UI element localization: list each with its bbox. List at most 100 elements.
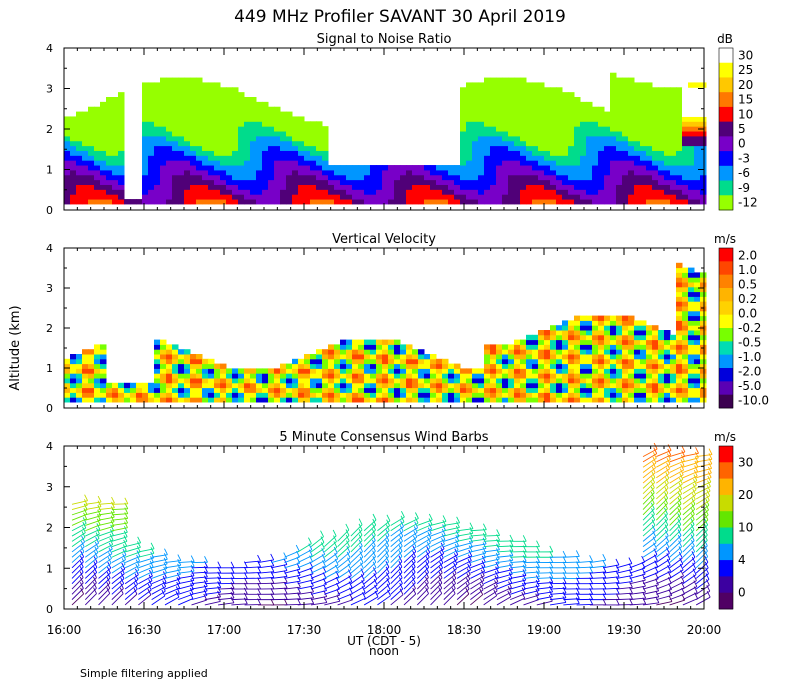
field-cell (466, 160, 473, 166)
field-cell (700, 199, 707, 205)
field-cell (664, 87, 671, 93)
field-cell (88, 363, 95, 369)
field-cell (76, 140, 83, 147)
field-cell (118, 194, 125, 200)
field-cell (568, 131, 575, 137)
field-cell (76, 373, 83, 379)
field-cell (454, 199, 461, 205)
field-cell (562, 121, 569, 127)
field-cell (556, 354, 563, 360)
field-cell (166, 397, 173, 403)
wind-barb (337, 563, 352, 579)
barb-flag (189, 592, 194, 599)
field-cell (592, 150, 599, 156)
field-cell (700, 140, 707, 147)
field-cell (316, 140, 323, 147)
field-cell (652, 330, 659, 336)
field-cell (82, 174, 89, 181)
field-cell (586, 140, 593, 147)
wind-barb (71, 499, 88, 511)
wind-barb (456, 559, 472, 574)
wind-barb (111, 539, 128, 553)
field-cell (508, 77, 515, 83)
field-cell (574, 155, 581, 161)
field-cell (232, 135, 239, 142)
field-cell (160, 121, 167, 127)
field-cell (454, 184, 461, 190)
barb-flag (123, 530, 128, 538)
field-cell (538, 160, 545, 166)
barb-flag (346, 551, 351, 559)
field-cell (622, 92, 629, 98)
field-cell (352, 368, 359, 374)
barb-shaft (297, 591, 314, 595)
barb-shaft (284, 580, 301, 585)
field-cell (688, 87, 695, 93)
field-cell (664, 194, 671, 200)
wind-barb (496, 586, 512, 601)
field-cell (88, 131, 95, 137)
field-cell (670, 150, 677, 156)
field-cell (634, 97, 641, 103)
field-cell (622, 382, 629, 389)
field-cell (304, 354, 311, 360)
barb-shaft (324, 552, 338, 563)
field-cell (340, 169, 347, 176)
field-cell (562, 179, 569, 185)
field-cell (664, 179, 671, 185)
field-cell (640, 135, 647, 142)
field-cell (442, 165, 449, 171)
field-cell (184, 145, 191, 151)
field-cell (532, 368, 539, 374)
field-cell (394, 392, 401, 398)
field-cell (532, 397, 539, 403)
field-cell (154, 387, 161, 393)
field-cell (514, 373, 521, 379)
field-cell (550, 344, 557, 350)
wind-barb (297, 597, 315, 606)
field-cell (520, 116, 527, 122)
barb-flag (507, 586, 512, 593)
field-cell (490, 82, 497, 88)
field-cell (514, 368, 521, 374)
field-cell (664, 106, 671, 113)
field-cell (430, 363, 437, 369)
field-cell (514, 378, 521, 384)
barb-shaft (350, 540, 363, 553)
field-cell (298, 145, 305, 151)
field-cell (106, 150, 113, 156)
barb-shaft (98, 530, 114, 537)
field-cell (664, 334, 671, 341)
field-cell (220, 363, 227, 369)
barb-shaft (510, 579, 526, 585)
field-cell (214, 82, 221, 88)
field-cell (664, 349, 671, 355)
field-cell (532, 378, 539, 384)
field-cell (238, 140, 245, 147)
field-cell (634, 199, 641, 205)
barb-shaft (377, 545, 389, 558)
field-cell (604, 194, 611, 200)
field-cell (250, 199, 257, 205)
field-cell (688, 349, 695, 355)
field-cell (610, 82, 617, 88)
field-cell (202, 373, 209, 379)
field-cell (76, 368, 83, 374)
field-cell (394, 397, 401, 403)
field-cell (544, 349, 551, 355)
barb-flag (509, 534, 514, 542)
field-cell (70, 145, 77, 151)
field-cell (256, 194, 263, 200)
field-cell (208, 387, 215, 393)
wind-barb (324, 582, 340, 595)
field-cell (166, 160, 173, 166)
field-cell (604, 160, 611, 166)
field-cell (496, 160, 503, 166)
barb-shaft (496, 591, 512, 601)
field-cell (346, 184, 353, 190)
field-cell (550, 325, 557, 331)
field-cell (628, 135, 635, 142)
field-cell (220, 373, 227, 379)
field-cell (472, 373, 479, 379)
field-cell (550, 174, 557, 181)
